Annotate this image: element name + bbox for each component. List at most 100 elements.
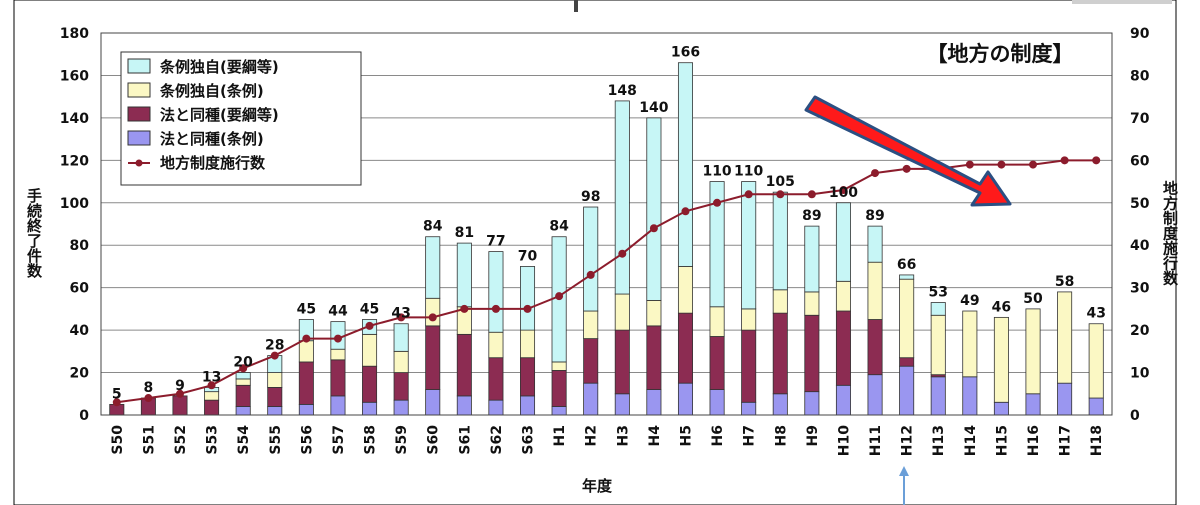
bar-segment — [614, 329, 630, 395]
bar-segment — [867, 225, 883, 263]
y-tick-label: 0 — [79, 408, 89, 424]
x-tick-label: H12 — [900, 425, 916, 456]
x-tick-label: H8 — [773, 425, 789, 446]
y2-tick-label: 30 — [1130, 281, 1150, 297]
bar-segment — [204, 399, 220, 416]
y2-tick-label: 0 — [1130, 408, 1140, 424]
bar-segment — [583, 382, 599, 416]
total-label: 110 — [734, 164, 763, 180]
line-point — [649, 224, 658, 233]
bar-segment — [741, 329, 757, 403]
bar-segment — [867, 319, 883, 376]
line-point — [618, 249, 627, 258]
line-point — [713, 198, 722, 207]
bar-segment — [772, 312, 788, 395]
total-label: 81 — [455, 225, 474, 241]
y2-tick-label: 90 — [1130, 26, 1150, 42]
x-tick-label: H15 — [994, 425, 1010, 456]
bar-segment — [677, 62, 693, 267]
bar-segment — [962, 376, 978, 416]
line-path — [116, 159, 1097, 404]
line-point — [144, 394, 153, 403]
total-label: 5 — [112, 386, 122, 402]
x-tick-label: H3 — [615, 425, 631, 446]
x-tick-label: H9 — [805, 425, 821, 446]
bar-segment — [488, 251, 504, 333]
line-point — [555, 292, 564, 301]
y-tick-label: 120 — [60, 153, 89, 169]
y-tick-label: 140 — [60, 111, 89, 127]
bar-segment — [709, 181, 725, 308]
y2-tick-label: 70 — [1130, 111, 1150, 127]
bar-segment — [520, 395, 536, 416]
x-tick-label: S53 — [205, 425, 221, 455]
legend-swatch — [127, 82, 151, 98]
chart-title: 【地方の制度】 — [927, 42, 1074, 66]
bar-segment — [362, 401, 378, 416]
line-point — [207, 381, 216, 390]
line-point — [586, 270, 595, 279]
total-label: 89 — [802, 208, 821, 224]
x-tick-label: S63 — [521, 425, 537, 455]
line-point — [333, 334, 342, 343]
line-point — [744, 190, 753, 199]
total-label: 8 — [144, 380, 154, 396]
bar-segment — [583, 338, 599, 384]
total-label: 89 — [865, 208, 884, 224]
total-label: 45 — [297, 302, 316, 318]
line-point — [681, 207, 690, 216]
total-label: 44 — [328, 304, 348, 320]
line-point — [776, 190, 785, 199]
bar-segment — [362, 333, 378, 367]
total-label: 53 — [928, 285, 947, 301]
x-tick-label: S60 — [426, 425, 442, 455]
x-tick-label: S57 — [331, 425, 347, 455]
line-point — [1060, 156, 1069, 165]
total-label: 84 — [423, 219, 443, 235]
bar-segment — [741, 308, 757, 331]
line-point — [270, 351, 279, 360]
x-tick-label: H14 — [963, 425, 979, 456]
red-arrow-shape — [804, 95, 1012, 207]
legend-label: 条例独自(条例) — [159, 82, 264, 100]
line-point — [807, 190, 816, 199]
y-tick-label: 160 — [60, 68, 89, 84]
bar-segment — [614, 393, 630, 416]
line-series — [112, 156, 1101, 407]
bar-segment — [1057, 382, 1073, 416]
total-label: 13 — [202, 369, 221, 385]
bar-segment — [393, 399, 409, 416]
y2-tick-label: 60 — [1130, 153, 1150, 169]
y-tick-label: 40 — [70, 323, 90, 339]
bar-segment — [267, 406, 283, 416]
bar-segment — [741, 401, 757, 416]
line-point — [397, 313, 406, 322]
bar-segment — [614, 293, 630, 331]
bar-segment — [456, 333, 472, 397]
bar-segment — [425, 325, 441, 390]
bar-segment — [456, 242, 472, 308]
bar-segment — [993, 401, 1009, 416]
line-point — [523, 304, 532, 313]
line-point — [871, 169, 880, 178]
y2-axis-title: 地方制度施行数 — [1161, 180, 1179, 287]
total-label: 58 — [1055, 274, 1074, 290]
bar-segment — [772, 289, 788, 314]
line-point — [302, 334, 311, 343]
x-tick-label: S50 — [110, 425, 126, 455]
y-tick-label: 100 — [60, 196, 89, 212]
bar-segment — [583, 310, 599, 339]
bar-segment — [298, 403, 314, 416]
legend-label: 条例独自(要綱等) — [159, 58, 279, 76]
bar-segment — [930, 314, 946, 376]
x-tick-label: S61 — [457, 425, 473, 455]
bar-segment — [646, 117, 662, 301]
bar-series — [109, 62, 1104, 416]
bar-segment — [267, 372, 283, 388]
bar-segment — [425, 389, 441, 416]
total-label: 43 — [1086, 306, 1105, 322]
x-tick-label: S55 — [268, 425, 284, 455]
legend: 条例独自(要綱等) 条例独自(条例) 法と同種(要綱等) 法と同種(条例) 地方… — [120, 51, 362, 186]
